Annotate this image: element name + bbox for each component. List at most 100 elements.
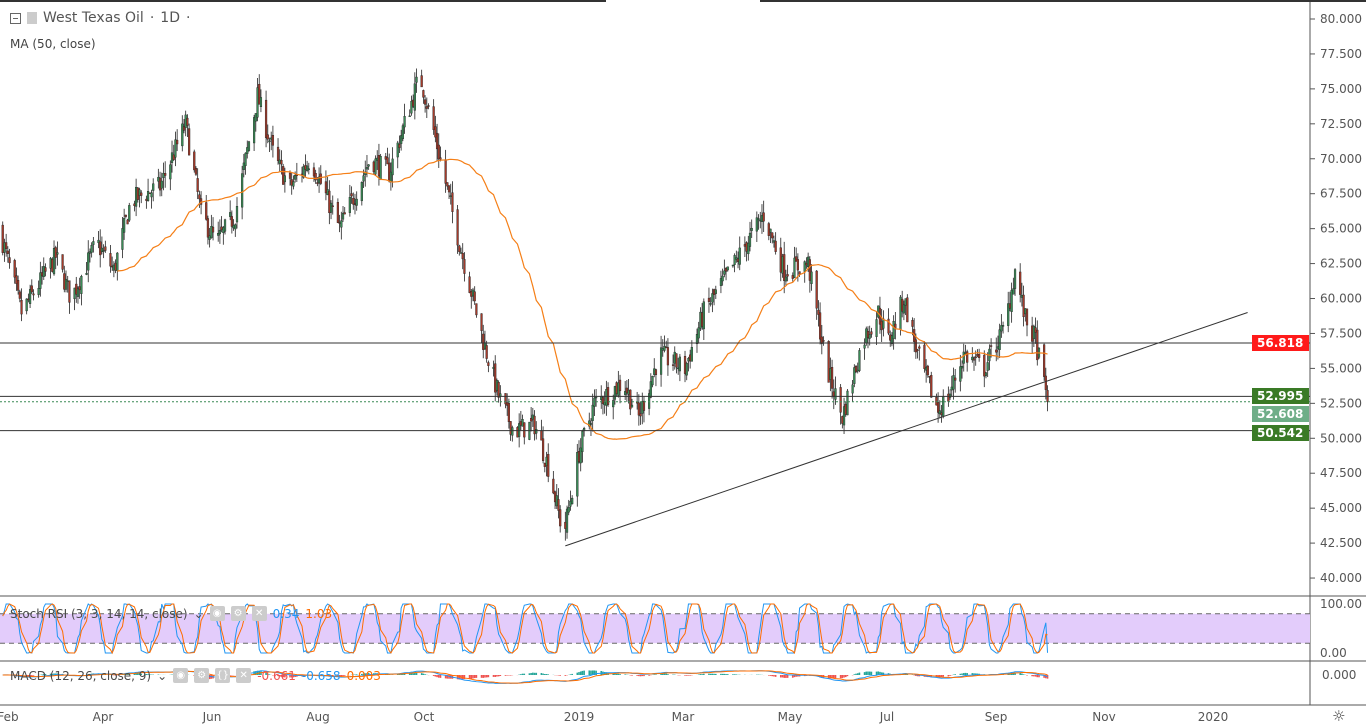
candle-body[interactable]	[283, 175, 286, 183]
candle-body[interactable]	[146, 190, 150, 202]
candle-body[interactable]	[1001, 325, 1005, 327]
candle-body[interactable]	[938, 410, 941, 415]
candle-body[interactable]	[709, 303, 712, 305]
candle-body[interactable]	[403, 116, 406, 128]
candle-body[interactable]	[223, 219, 227, 232]
candle-body[interactable]	[427, 105, 430, 107]
candle-body[interactable]	[420, 75, 423, 88]
stoch-rsi-legend[interactable]: Stoch RSI (3, 3, 14, 14, close) ⌄ ◉ ⚙ ✕ …	[10, 606, 332, 621]
candle-body[interactable]	[868, 334, 871, 339]
candle-body[interactable]	[302, 166, 305, 178]
candle-body[interactable]	[902, 304, 905, 314]
candle-body[interactable]	[329, 202, 333, 213]
candle-body[interactable]	[487, 362, 490, 366]
candle-body[interactable]	[28, 289, 32, 304]
candle-body[interactable]	[649, 381, 652, 398]
candle-body[interactable]	[998, 329, 1001, 350]
candle-body[interactable]	[121, 228, 124, 250]
candle-body[interactable]	[651, 376, 654, 386]
candle-body[interactable]	[817, 309, 820, 315]
candle-body[interactable]	[241, 173, 244, 208]
candle-body[interactable]	[266, 134, 269, 140]
candle-body[interactable]	[972, 358, 976, 361]
candle-body[interactable]	[685, 362, 688, 376]
candle-body[interactable]	[793, 257, 796, 279]
candle-body[interactable]	[458, 245, 461, 252]
candle-body[interactable]	[518, 423, 521, 437]
candle-body[interactable]	[280, 160, 283, 165]
candle-body[interactable]	[104, 246, 107, 251]
candle-body[interactable]	[863, 344, 866, 349]
candle-body[interactable]	[714, 289, 717, 294]
candle-body[interactable]	[413, 83, 416, 111]
candle-body[interactable]	[18, 291, 21, 299]
candle-body[interactable]	[360, 182, 363, 202]
candle-body[interactable]	[583, 428, 586, 431]
candle-body[interactable]	[264, 99, 268, 138]
candle-body[interactable]	[1007, 303, 1010, 326]
chevron-down-icon[interactable]: ⌄	[157, 668, 168, 683]
candle-body[interactable]	[579, 447, 582, 464]
candle-body[interactable]	[748, 232, 752, 247]
candle-body[interactable]	[637, 402, 640, 416]
candle-body[interactable]	[102, 250, 105, 252]
candle-body[interactable]	[247, 141, 251, 151]
candle-body[interactable]	[735, 257, 738, 260]
candle-body[interactable]	[314, 173, 317, 181]
candle-body[interactable]	[468, 276, 471, 293]
candle-body[interactable]	[109, 253, 112, 267]
candle-body[interactable]	[39, 272, 42, 289]
candle-body[interactable]	[1010, 290, 1013, 312]
candle-body[interactable]	[702, 301, 705, 330]
candle-body[interactable]	[100, 247, 104, 253]
candle-body[interactable]	[288, 172, 292, 179]
braces-icon[interactable]: {}	[215, 668, 231, 683]
candle-body[interactable]	[400, 135, 403, 144]
candle-body[interactable]	[76, 288, 80, 297]
candle-body[interactable]	[324, 181, 328, 194]
candle-body[interactable]	[1013, 269, 1017, 289]
candle-body[interactable]	[854, 366, 858, 372]
candle-body[interactable]	[567, 507, 570, 513]
candle-body[interactable]	[959, 366, 962, 382]
candle-body[interactable]	[252, 117, 256, 144]
candle-body[interactable]	[507, 402, 510, 423]
candle-body[interactable]	[648, 393, 651, 409]
candle-body[interactable]	[90, 245, 93, 253]
candle-body[interactable]	[511, 427, 514, 436]
candle-body[interactable]	[196, 178, 199, 192]
candle-body[interactable]	[822, 340, 825, 342]
candle-body[interactable]	[719, 278, 723, 286]
candle-body[interactable]	[123, 218, 126, 233]
candle-body[interactable]	[618, 379, 622, 392]
candle-body[interactable]	[571, 497, 574, 505]
close-icon[interactable]: ✕	[236, 668, 252, 683]
candle-body[interactable]	[1044, 375, 1047, 390]
close-icon[interactable]: ✕	[251, 606, 267, 621]
candle-body[interactable]	[340, 220, 343, 228]
candle-body[interactable]	[1043, 344, 1046, 377]
candle-body[interactable]	[97, 239, 100, 243]
candle-body[interactable]	[875, 319, 878, 337]
candle-body[interactable]	[595, 396, 598, 399]
candle-body[interactable]	[268, 140, 271, 142]
candle-body[interactable]	[576, 452, 579, 497]
candle-body[interactable]	[887, 318, 890, 334]
candle-body[interactable]	[480, 313, 483, 331]
candle-body[interactable]	[990, 345, 993, 347]
candle-body[interactable]	[32, 293, 35, 296]
candle-body[interactable]	[853, 367, 856, 384]
candle-body[interactable]	[396, 142, 399, 158]
candle-body[interactable]	[918, 346, 921, 349]
candle-body[interactable]	[581, 431, 584, 452]
candle-body[interactable]	[367, 164, 370, 167]
candle-body[interactable]	[535, 428, 538, 434]
candle-body[interactable]	[1012, 288, 1015, 295]
candle-body[interactable]	[15, 275, 18, 284]
candle-body[interactable]	[234, 224, 237, 230]
candle-body[interactable]	[678, 356, 681, 372]
candle-body[interactable]	[966, 351, 969, 363]
candle-body[interactable]	[695, 334, 699, 345]
candle-body[interactable]	[271, 135, 275, 146]
candle-body[interactable]	[914, 339, 917, 353]
